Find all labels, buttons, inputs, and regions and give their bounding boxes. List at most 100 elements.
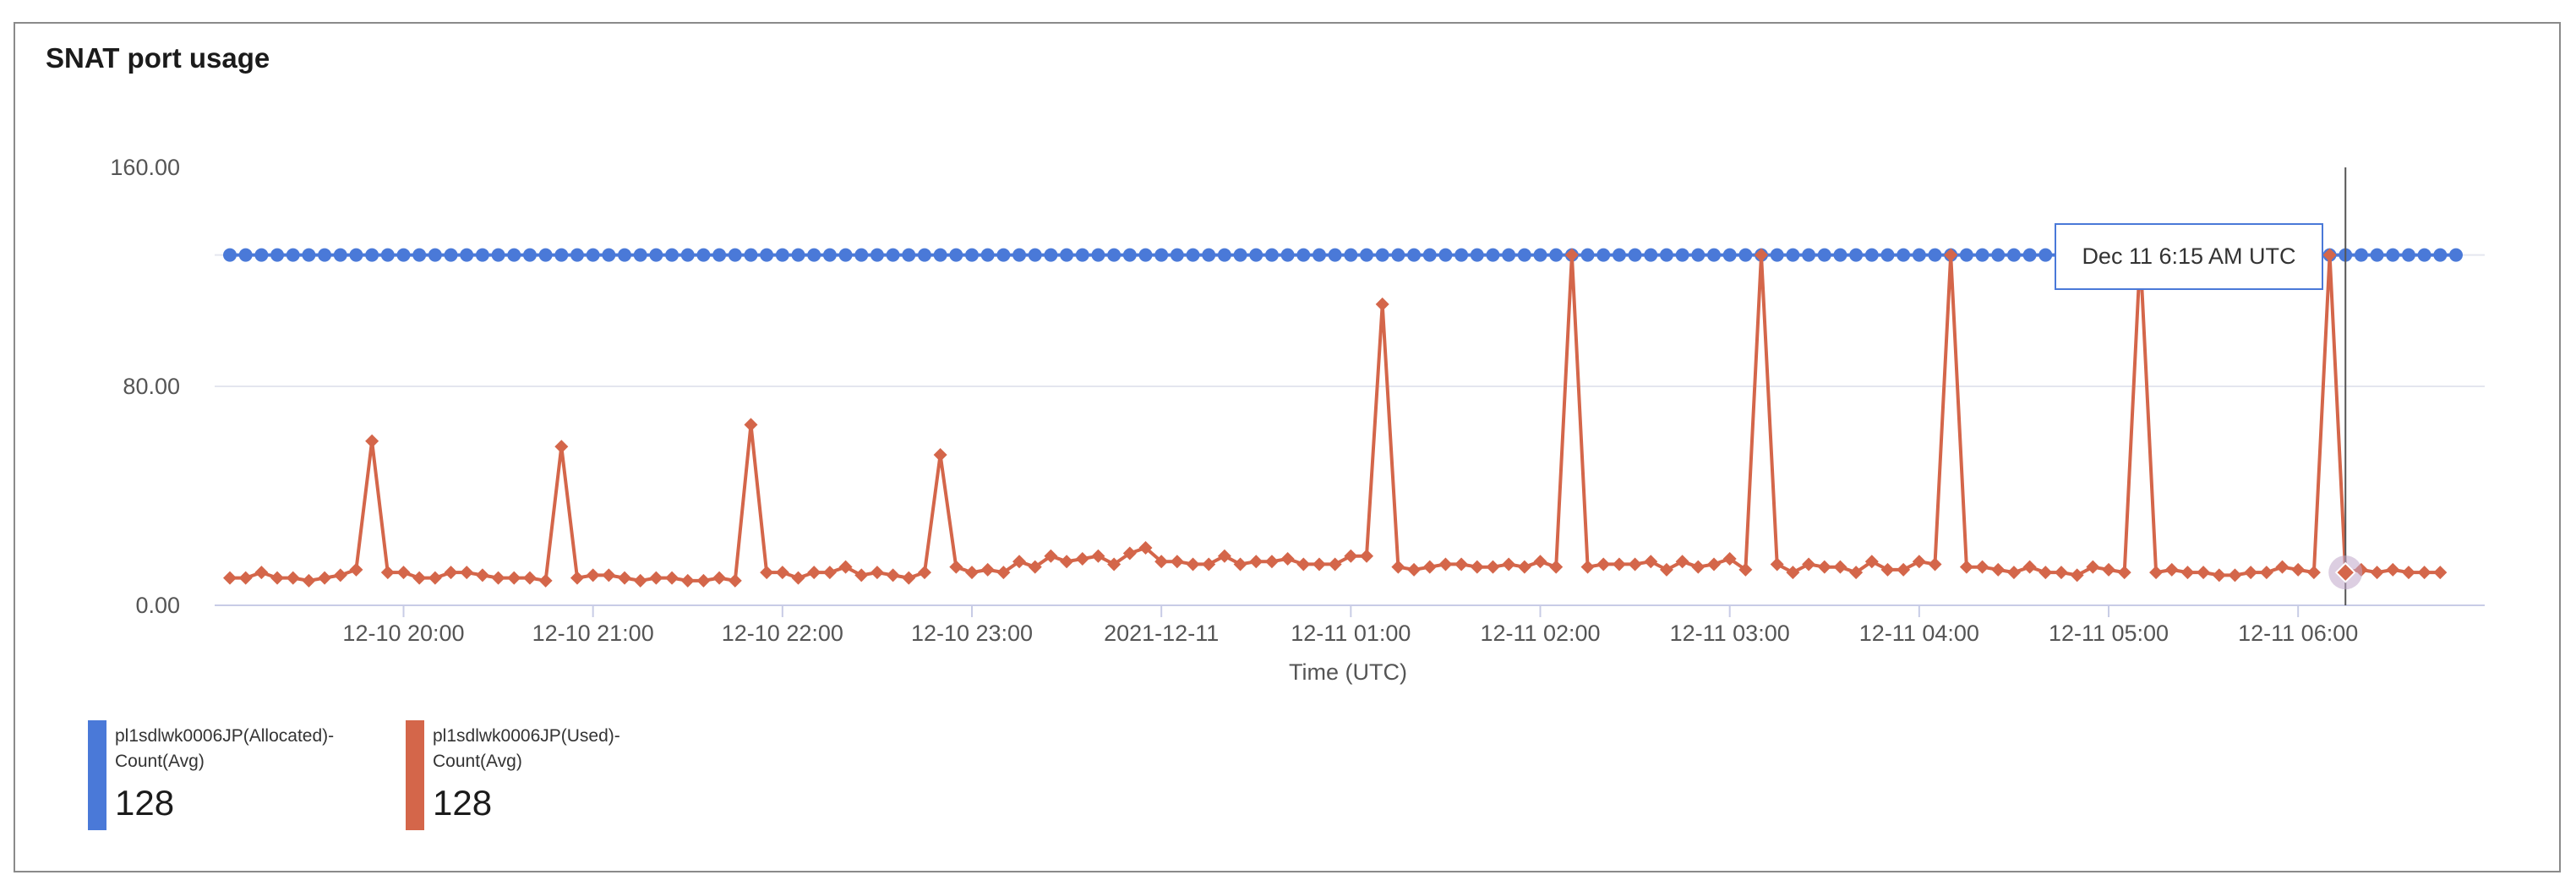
allocated-point[interactable] — [412, 248, 427, 262]
used-point[interactable] — [522, 571, 537, 585]
allocated-point[interactable] — [1707, 248, 1721, 262]
used-point[interactable] — [1407, 562, 1422, 577]
used-point[interactable] — [1344, 549, 1358, 563]
used-point[interactable] — [570, 571, 584, 585]
used-point[interactable] — [1722, 551, 1737, 566]
allocated-point[interactable] — [1897, 248, 1911, 262]
allocated-point[interactable] — [586, 248, 600, 262]
allocated-point[interactable] — [1644, 248, 1658, 262]
allocated-point[interactable] — [1486, 248, 1500, 262]
used-point[interactable] — [2306, 566, 2321, 580]
used-point[interactable] — [965, 566, 979, 580]
allocated-point[interactable] — [238, 248, 253, 262]
allocated-point[interactable] — [1912, 248, 1926, 262]
used-point[interactable] — [2370, 566, 2384, 580]
allocated-point[interactable] — [1138, 248, 1153, 262]
used-point[interactable] — [2054, 566, 2068, 580]
used-point[interactable] — [2006, 566, 2021, 580]
used-point[interactable] — [475, 568, 489, 582]
used-point[interactable] — [238, 571, 253, 585]
allocated-point[interactable] — [1028, 248, 1042, 262]
used-point[interactable] — [2275, 560, 2289, 574]
used-point[interactable] — [2022, 560, 2037, 574]
allocated-point[interactable] — [570, 248, 584, 262]
allocated-point[interactable] — [965, 248, 979, 262]
allocated-point[interactable] — [1264, 248, 1279, 262]
allocated-point[interactable] — [1517, 248, 1531, 262]
allocated-point[interactable] — [1186, 248, 1200, 262]
used-point[interactable] — [2164, 562, 2179, 577]
allocated-point[interactable] — [507, 248, 521, 262]
used-point[interactable] — [949, 560, 963, 574]
allocated-point[interactable] — [1391, 248, 1405, 262]
used-point[interactable] — [1375, 297, 1389, 311]
used-point[interactable] — [980, 562, 995, 577]
used-point[interactable] — [1060, 555, 1074, 569]
used-point[interactable] — [1170, 555, 1184, 569]
used-point[interactable] — [2070, 568, 2084, 582]
used-point[interactable] — [633, 573, 647, 588]
used-point[interactable] — [1517, 560, 1531, 574]
allocated-point[interactable] — [2401, 248, 2415, 262]
used-point[interactable] — [1249, 555, 1263, 569]
allocated-point[interactable] — [602, 248, 616, 262]
allocated-point[interactable] — [1722, 248, 1737, 262]
allocated-point[interactable] — [318, 248, 332, 262]
used-point[interactable] — [412, 571, 427, 585]
allocated-point[interactable] — [649, 248, 663, 262]
used-point[interactable] — [2086, 560, 2100, 574]
used-point[interactable] — [254, 566, 269, 580]
used-point[interactable] — [1675, 555, 1689, 569]
allocated-point[interactable] — [1738, 248, 1753, 262]
allocated-point[interactable] — [1375, 248, 1389, 262]
allocated-point[interactable] — [1596, 248, 1611, 262]
allocated-point[interactable] — [886, 248, 900, 262]
used-point[interactable] — [1975, 560, 1989, 574]
allocated-point[interactable] — [933, 248, 947, 262]
allocated-point[interactable] — [1107, 248, 1122, 262]
allocated-point[interactable] — [1091, 248, 1105, 262]
used-point[interactable] — [1549, 560, 1564, 574]
used-point[interactable] — [2433, 566, 2448, 580]
used-point[interactable] — [1438, 557, 1453, 572]
used-point[interactable] — [2291, 562, 2306, 577]
allocated-point[interactable] — [2038, 248, 2053, 262]
used-point[interactable] — [586, 568, 600, 582]
allocated-point[interactable] — [980, 248, 995, 262]
used-point[interactable] — [1280, 551, 1295, 566]
allocated-point[interactable] — [1691, 248, 1706, 262]
allocated-point[interactable] — [744, 248, 758, 262]
allocated-point[interactable] — [286, 248, 300, 262]
used-point[interactable] — [1138, 541, 1153, 555]
used-point[interactable] — [554, 440, 569, 454]
used-point[interactable] — [1486, 560, 1500, 574]
used-point[interactable] — [2401, 566, 2415, 580]
allocated-point[interactable] — [1864, 248, 1879, 262]
used-point[interactable] — [1107, 557, 1122, 572]
used-point[interactable] — [1012, 555, 1027, 569]
allocated-point[interactable] — [333, 248, 347, 262]
used-point[interactable] — [2212, 568, 2226, 582]
used-point[interactable] — [775, 566, 789, 580]
allocated-point[interactable] — [838, 248, 853, 262]
allocated-point[interactable] — [1549, 248, 1564, 262]
used-point[interactable] — [270, 571, 285, 585]
allocated-point[interactable] — [791, 248, 805, 262]
used-point[interactable] — [1833, 560, 1847, 574]
allocated-point[interactable] — [380, 248, 395, 262]
used-point[interactable] — [1044, 549, 1058, 563]
allocated-point[interactable] — [538, 248, 553, 262]
allocated-point[interactable] — [2354, 248, 2368, 262]
allocated-point[interactable] — [1296, 248, 1311, 262]
used-point[interactable] — [2180, 566, 2195, 580]
allocated-point[interactable] — [2433, 248, 2448, 262]
used-point[interactable] — [1959, 560, 1973, 574]
used-point[interactable] — [1580, 560, 1595, 574]
allocated-point[interactable] — [1802, 248, 1816, 262]
allocated-point[interactable] — [254, 248, 269, 262]
allocated-point[interactable] — [1044, 248, 1058, 262]
used-point[interactable] — [2102, 562, 2116, 577]
allocated-point[interactable] — [270, 248, 285, 262]
allocated-point[interactable] — [475, 248, 489, 262]
used-point[interactable] — [1091, 549, 1105, 563]
